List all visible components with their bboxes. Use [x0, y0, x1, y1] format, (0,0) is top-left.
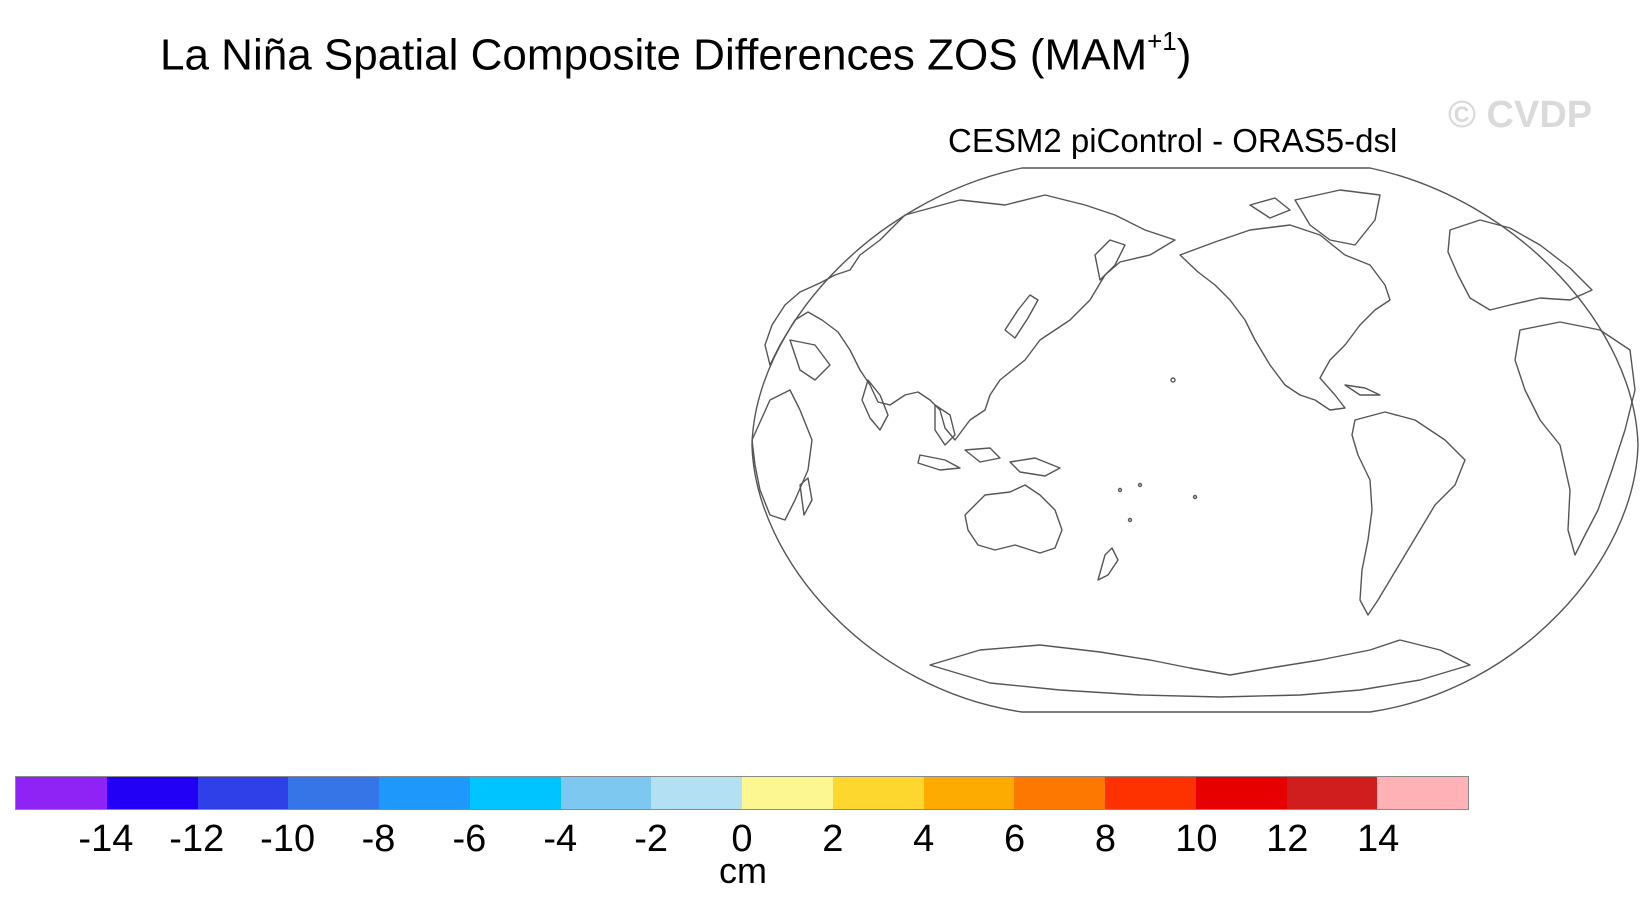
coast-africa-right	[1514, 321, 1636, 556]
coast-southeast-asia	[934, 404, 956, 446]
colorbar-tick-label: 6	[1004, 818, 1026, 860]
colorbar-tick-label: 14	[1356, 818, 1400, 860]
colorbar-tick-label: -6	[452, 818, 487, 860]
colorbar-cell	[560, 777, 652, 809]
colorbar-tick-label: -4	[543, 818, 578, 860]
colorbar-cell	[16, 777, 107, 809]
colorbar-cell	[1195, 777, 1287, 809]
colorbar-cell	[469, 777, 561, 809]
world-map	[751, 167, 1639, 713]
colorbar-cell	[106, 777, 198, 809]
colorbar-tick-label: -2	[634, 818, 669, 860]
colorbar-tick-label: -12	[169, 818, 225, 860]
cvdp-watermark: © CVDP	[1448, 94, 1593, 136]
coast-indonesia-1	[917, 454, 961, 471]
island-pacific-d	[1127, 517, 1133, 523]
colorbar-cell	[1014, 777, 1105, 809]
colorbar-cell	[379, 777, 470, 809]
colorbar-cell	[1286, 777, 1378, 809]
coast-europe-right	[1447, 219, 1593, 311]
island-pacific-c	[1192, 494, 1198, 500]
coast-asia	[764, 194, 1176, 441]
colorbar-cell	[1377, 777, 1468, 809]
colorbar-units: cm	[719, 850, 767, 891]
colorbar	[15, 776, 1469, 810]
title-close: )	[1176, 30, 1192, 80]
colorbar-cell	[923, 777, 1015, 809]
coast-new-zealand	[1097, 547, 1119, 581]
panel-subtitle: CESM2 piControl - ORAS5-dsl	[948, 122, 1398, 159]
coast-indonesia-2	[964, 447, 1001, 463]
colorbar-cell	[288, 777, 379, 809]
colorbar-tick-label: 2	[822, 818, 844, 860]
colorbar-cell	[651, 777, 742, 809]
coast-cuba	[1344, 384, 1381, 396]
coast-africa	[751, 389, 813, 521]
colorbar-cell	[197, 777, 289, 809]
coast-south-america	[1351, 411, 1466, 616]
colorbar-tick-label: -14	[78, 818, 134, 860]
title-superscript: +1	[1147, 26, 1177, 56]
colorbar-tick-label: -10	[260, 818, 316, 860]
colorbar-tick-label: 12	[1266, 818, 1309, 860]
island-pacific-a	[1117, 487, 1123, 493]
coast-india	[861, 379, 889, 431]
coast-canada-islands	[1249, 197, 1291, 219]
coast-arabia	[789, 339, 831, 381]
colorbar-tick-label: 4	[913, 818, 935, 860]
coast-japan	[1004, 294, 1039, 339]
chart-title: La Niña Spatial Composite Differences ZO…	[160, 26, 1192, 81]
island-pacific-b	[1137, 482, 1143, 488]
coast-antarctica	[929, 639, 1471, 698]
coast-kamchatka	[1094, 239, 1126, 281]
coast-new-guinea	[1009, 457, 1061, 477]
colorbar-tick-label: 10	[1175, 818, 1218, 860]
coast-australia	[964, 484, 1063, 554]
colorbar-tick-label: 0	[731, 818, 753, 860]
coast-greenland	[1294, 189, 1381, 246]
colorbar-tick-label: -8	[361, 818, 396, 860]
colorbar-cell	[832, 777, 924, 809]
coast-madagascar	[799, 477, 813, 516]
colorbar-cell	[742, 777, 833, 809]
island-hawaii	[1170, 377, 1176, 383]
colorbar-cell	[1105, 777, 1196, 809]
coast-north-america	[1179, 224, 1391, 411]
colorbar-tick-label: 8	[1094, 818, 1117, 860]
title-main: La Niña Spatial Composite Differences ZO…	[160, 30, 1148, 80]
